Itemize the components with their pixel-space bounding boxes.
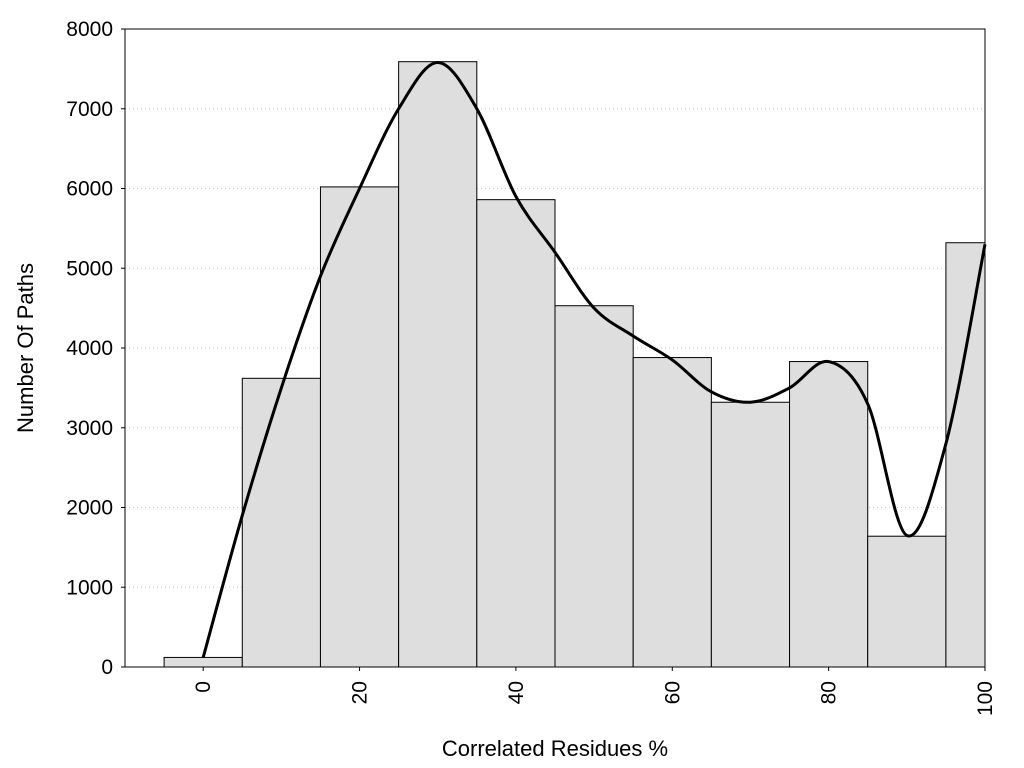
- y-axis-ticks: 0 1000 2000 3000 4000 5000 6000 7000 8000: [66, 18, 125, 679]
- histogram-bar: [710, 401, 791, 668]
- histogram-bar: [632, 357, 712, 668]
- histogram-bar: [241, 377, 321, 668]
- y-tick-label: 7000: [66, 98, 113, 121]
- bars: [163, 61, 986, 668]
- histogram-bar: [867, 535, 947, 668]
- x-axis-label: Correlated Residues %: [442, 736, 668, 761]
- y-tick-label: 3000: [66, 417, 113, 440]
- histogram-bar: [319, 186, 400, 668]
- y-tick-label: 6000: [66, 178, 113, 201]
- histogram-bar: [554, 305, 634, 668]
- y-tick-label: 4000: [66, 337, 113, 360]
- x-tick-label: 100: [974, 681, 997, 716]
- histogram-bar: [945, 242, 986, 668]
- y-tick-label: 0: [101, 656, 113, 679]
- histogram-bar: [476, 199, 556, 668]
- histogram-bar: [398, 61, 478, 668]
- x-tick-label: 80: [818, 681, 841, 704]
- x-tick-label: 20: [349, 681, 372, 704]
- density-curve: [201, 60, 987, 658]
- x-tick-label: 0: [192, 681, 215, 693]
- histogram-bar: [163, 656, 243, 668]
- x-tick-label: 40: [505, 681, 528, 704]
- density-curve-group: [201, 60, 987, 658]
- x-tick-label: 60: [661, 681, 684, 704]
- histogram-bar: [789, 361, 869, 668]
- x-axis-ticks: 0 20 40 60 80 100: [192, 667, 997, 716]
- y-tick-label: 1000: [66, 576, 113, 599]
- y-tick-label: 2000: [66, 497, 113, 520]
- y-tick-label: 5000: [66, 257, 113, 280]
- y-tick-label: 8000: [66, 18, 113, 41]
- y-axis-label: Number Of Paths: [13, 263, 38, 433]
